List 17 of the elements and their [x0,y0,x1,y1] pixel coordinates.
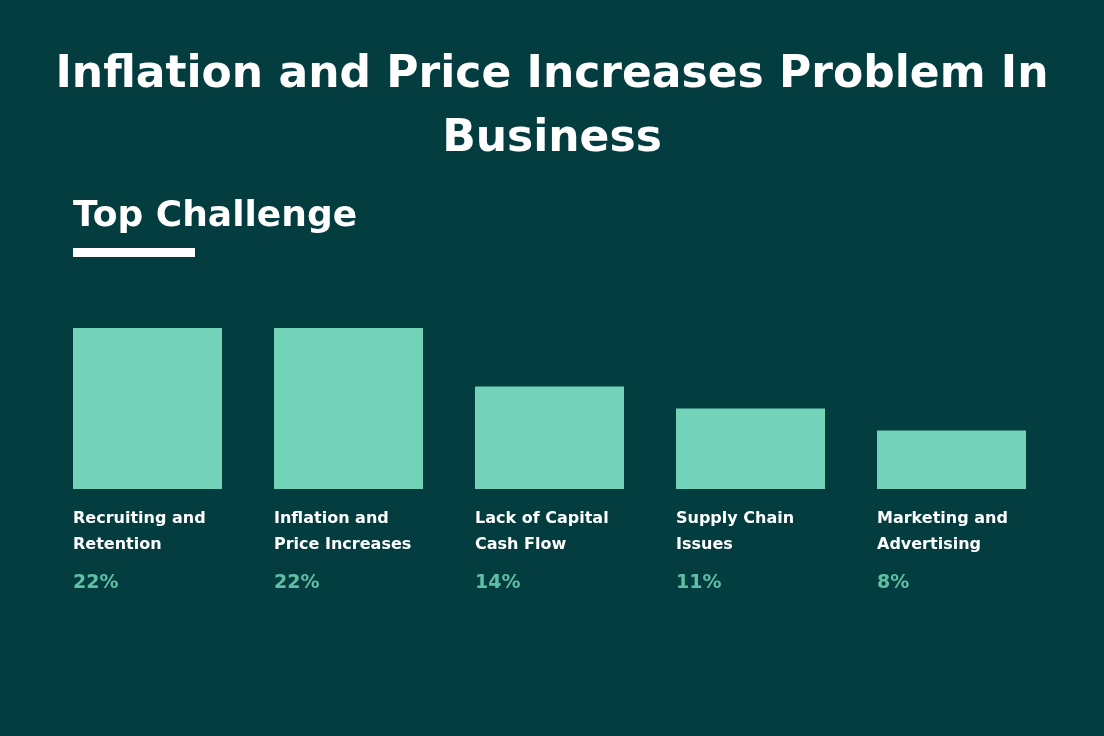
bar [877,430,1026,489]
data-label: 22% [274,570,320,592]
bar [274,328,423,489]
bar [676,408,825,489]
chart-subtitle: Top Challenge [73,192,358,236]
data-label: 11% [676,570,722,592]
x-tick-label: Inflation and Price Increases [274,508,412,553]
x-tick-label: Supply Chain Issues [676,508,795,553]
chart-title: Inflation and Price Increases Problem In Business [54,45,1050,163]
x-tick-label: Recruiting and Retention [73,508,206,553]
bar [475,386,624,489]
data-label: 22% [73,570,119,592]
x-tick-label: Marketing and Advertising [877,508,1008,553]
data-label: 14% [475,570,521,592]
data-label: 8% [877,570,910,592]
x-tick-label: Lack of Capital Cash Flow [475,508,609,553]
bar [73,328,222,489]
